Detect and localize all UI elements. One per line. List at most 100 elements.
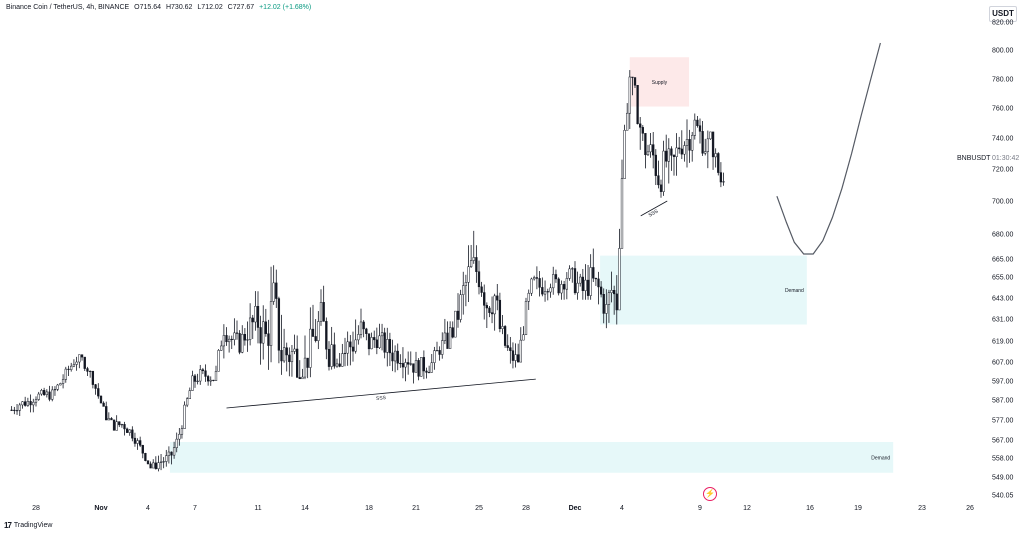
candle <box>538 271 541 297</box>
candle-body <box>519 339 522 363</box>
candle <box>29 394 32 413</box>
candle <box>131 426 134 442</box>
candle-body <box>380 332 384 337</box>
candle-body <box>149 463 152 469</box>
time-tick-label: 26 <box>966 505 974 512</box>
candle-body <box>110 418 113 421</box>
zones-layer: Supply Demand Demand <box>169 57 894 473</box>
candle-body <box>633 77 637 86</box>
candle <box>133 432 137 447</box>
candle <box>175 432 178 453</box>
candle <box>467 245 470 303</box>
time-tick-label: 16 <box>806 505 814 512</box>
candle-body <box>178 433 181 440</box>
candle <box>607 289 611 323</box>
candle <box>233 318 236 346</box>
candle <box>180 425 184 439</box>
candle-body <box>586 279 590 296</box>
candle-body <box>259 327 262 344</box>
candle <box>693 113 696 140</box>
candle-body <box>412 363 415 373</box>
candle-body <box>282 347 286 362</box>
candle-body <box>303 357 307 378</box>
candle <box>311 304 315 337</box>
zone-label: Demand <box>785 288 804 294</box>
time-tick-label: 23 <box>918 505 926 512</box>
symbol-title[interactable]: Binance Coin / TetherUS, 4h, BINANCE <box>6 4 130 11</box>
price-tick-label: 607.00 <box>992 360 1014 367</box>
candle-body <box>522 334 525 341</box>
candle <box>422 350 426 380</box>
candle <box>386 327 389 367</box>
candle <box>636 85 639 125</box>
candle <box>586 265 590 300</box>
candle <box>696 116 699 128</box>
candle <box>152 459 155 469</box>
candle <box>691 131 694 162</box>
candle-body <box>204 370 207 377</box>
candle <box>662 140 665 196</box>
candle <box>149 461 152 469</box>
candle <box>496 284 499 311</box>
candle-body <box>533 277 536 280</box>
candle <box>335 358 339 368</box>
lightning-icon[interactable]: ⚡ <box>703 487 717 501</box>
candle-body <box>170 451 173 456</box>
candle-body <box>86 368 89 372</box>
candle <box>61 374 65 389</box>
candle <box>34 396 38 407</box>
candle <box>18 402 21 417</box>
price-axis[interactable]: 540.05 549.00 558.00 567.00 577.00 587.00 597.… <box>992 20 1014 500</box>
candle-body <box>319 302 323 322</box>
candle <box>40 388 43 396</box>
candle-body <box>67 368 70 370</box>
price-tick-label: 820.00 <box>992 20 1014 27</box>
candle-body <box>393 350 397 362</box>
candle-body <box>343 352 347 355</box>
candle-body <box>560 284 563 294</box>
candle <box>557 277 560 296</box>
candle-body <box>354 339 357 352</box>
candle <box>599 281 603 298</box>
candle <box>568 265 571 281</box>
time-axis[interactable]: 28 Nov 4 7 11 14 18 21 25 28 Dec 4 9 12 16 19 23 26 <box>32 505 974 512</box>
candle-body <box>311 328 315 337</box>
candle-body <box>615 293 618 311</box>
candle <box>13 406 16 415</box>
candle-body <box>717 153 720 173</box>
candle-body <box>613 289 616 295</box>
candle <box>230 335 233 349</box>
candle <box>359 308 363 339</box>
candle <box>277 296 281 364</box>
candle-body <box>238 333 241 353</box>
candle-body <box>688 139 691 151</box>
candle <box>201 367 205 375</box>
candle <box>633 77 637 88</box>
candle <box>325 317 328 360</box>
candle <box>412 363 415 384</box>
candle-body <box>503 326 507 346</box>
candle <box>80 354 84 361</box>
candle-body <box>618 248 621 311</box>
candle <box>251 314 254 339</box>
candles-layer <box>10 70 725 472</box>
sss-label: SSS <box>648 208 660 218</box>
candle <box>704 138 707 156</box>
candle-body <box>685 139 689 146</box>
last-price-label: BNBUSDT 01:30:42 <box>957 155 1019 162</box>
candle-body <box>235 332 239 334</box>
candle <box>683 141 686 162</box>
candle-body <box>293 348 296 352</box>
candle <box>296 335 299 378</box>
candle-body <box>230 338 233 341</box>
candle-body <box>610 289 613 293</box>
currency-button[interactable]: USDT <box>989 6 1017 22</box>
candle-body <box>675 147 678 157</box>
candle-body <box>488 307 491 313</box>
candle <box>191 370 194 391</box>
candle <box>188 387 191 399</box>
candle-body <box>24 401 27 406</box>
candle <box>623 124 626 179</box>
time-tick-label: 4 <box>620 505 624 512</box>
